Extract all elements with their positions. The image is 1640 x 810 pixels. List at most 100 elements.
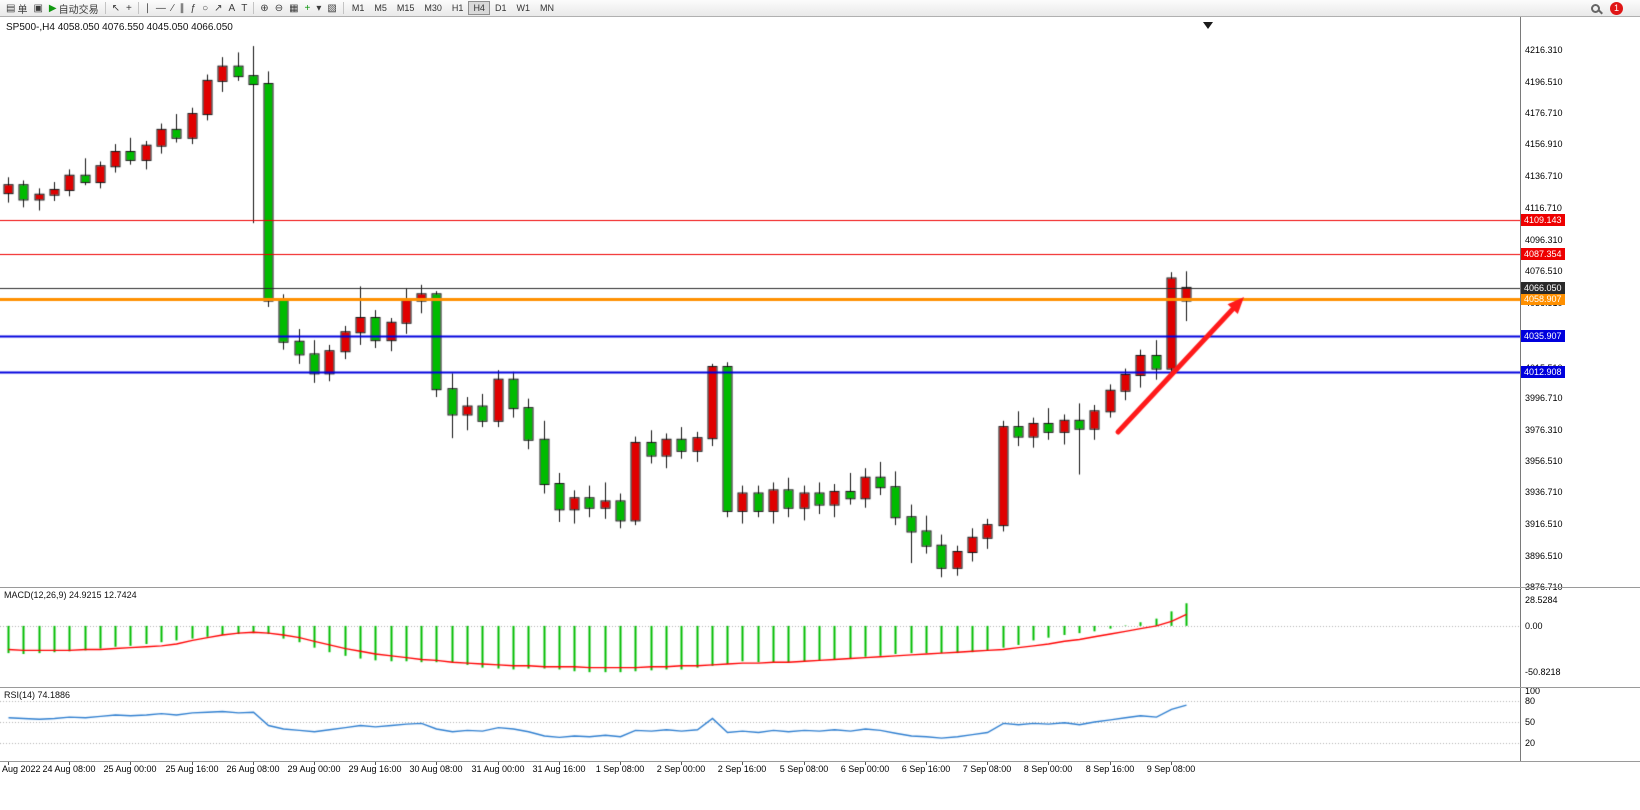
price-axis-border — [1520, 17, 1521, 762]
time-tick — [1110, 762, 1111, 765]
price-tick: 4156.910 — [1525, 139, 1563, 150]
fibonacci-icon[interactable]: ƒ — [188, 1, 200, 16]
time-label: 25 Aug 00:00 — [103, 764, 157, 774]
text-label-icon-glyph: T — [241, 2, 248, 14]
timeframe-m1[interactable]: M1 — [351, 3, 365, 13]
rsi-window-separator[interactable] — [0, 687, 1640, 688]
text-icon[interactable]: A — [226, 1, 239, 16]
horizontal-line-icon[interactable]: — — [153, 1, 169, 16]
candlestick-chart-canvas[interactable] — [0, 17, 1520, 587]
price-tick: 4136.710 — [1525, 171, 1563, 182]
price-line-label: 4058.907 — [1521, 293, 1565, 306]
price-line-label: 4012.908 — [1521, 365, 1565, 378]
rsi-axis-tick: 100 — [1525, 686, 1541, 696]
time-tick — [865, 762, 866, 765]
templates-button-glyph: ▧ — [327, 2, 337, 14]
time-label: 31 Aug 16:00 — [532, 764, 586, 774]
zoom-out-button-glyph: ⊖ — [274, 2, 284, 14]
price-tick: 3976.310 — [1525, 424, 1563, 435]
shapes-icon[interactable]: ○ — [199, 1, 211, 16]
toolbar-separator — [137, 2, 139, 14]
time-tick — [69, 762, 70, 765]
macd-axis-tick: 28.5284 — [1525, 595, 1558, 605]
autotrading-button-label: 自动交易 — [58, 4, 99, 16]
channel-icon[interactable]: ∥ — [177, 1, 188, 16]
price-line-label: 4035.907 — [1521, 329, 1565, 342]
zoom-in-button-glyph: ⊕ — [260, 2, 269, 14]
time-tick — [314, 762, 315, 765]
arrow-tool-icon[interactable]: ↗ — [211, 1, 225, 16]
time-tick — [375, 762, 376, 765]
time-label: 7 Sep 08:00 — [962, 764, 1012, 774]
time-label: 1 Sep 08:00 — [595, 764, 645, 774]
time-tick — [192, 762, 193, 765]
price-tick: 3936.710 — [1525, 487, 1563, 498]
zoom-in-button[interactable]: ⊕ — [257, 1, 271, 16]
new-order-button[interactable]: ▤ 单 — [3, 1, 30, 16]
trendline-icon[interactable]: ∕ — [169, 1, 177, 16]
price-tick: 4216.310 — [1525, 45, 1563, 56]
tile-windows-button[interactable]: ▦ — [286, 1, 301, 16]
time-tick — [8, 762, 9, 765]
vertical-line-icon[interactable]: ∣ — [142, 1, 153, 16]
toolbar-separator — [104, 2, 106, 14]
notification-badge[interactable]: 1 — [1610, 1, 1623, 15]
autotrading-button[interactable]: ▶ 自动交易 — [46, 1, 102, 16]
time-tick — [436, 762, 437, 765]
search-icon[interactable] — [1591, 3, 1600, 13]
toolbar-separator — [253, 2, 255, 14]
time-label: 24 Aug 08:00 — [42, 764, 96, 774]
timeframe-w1[interactable]: W1 — [516, 3, 530, 13]
time-axis-separator — [0, 761, 1640, 762]
price-tick: 4076.510 — [1525, 266, 1563, 277]
timeframe-m15[interactable]: M15 — [396, 3, 415, 13]
price-tick: 3996.710 — [1525, 392, 1563, 403]
toolbar-right: 1 — [1591, 1, 1637, 15]
time-label: 31 Aug 00:00 — [471, 764, 525, 774]
text-label-icon[interactable]: T — [238, 1, 250, 16]
timeframe-m5[interactable]: M5 — [374, 3, 387, 13]
time-label: 2 Sep 00:00 — [656, 764, 706, 774]
time-tick — [130, 762, 131, 765]
shapes-icon-glyph: ○ — [202, 2, 209, 14]
macd-window-separator[interactable] — [0, 587, 1640, 588]
text-icon-glyph: A — [228, 2, 236, 14]
time-label: 30 Aug 08:00 — [409, 764, 463, 774]
rsi-axis-tick: 50 — [1525, 717, 1536, 727]
time-tick — [804, 762, 805, 765]
time-tick — [253, 762, 254, 765]
macd-axis-tick: -50.8218 — [1525, 667, 1561, 677]
crosshair-icon[interactable]: + — [123, 1, 135, 16]
time-tick — [681, 762, 682, 765]
templates-button[interactable]: ▧ — [324, 1, 339, 16]
time-label: Aug 2022 — [2, 764, 41, 774]
time-tick — [620, 762, 621, 765]
rsi-label: RSI(14) 74.1886 — [4, 690, 71, 700]
new-order-button-glyph: ▤ — [6, 2, 16, 14]
timeframe-h4[interactable]: H4 — [468, 1, 490, 15]
rsi-indicator-canvas[interactable] — [0, 688, 1520, 761]
time-tick — [559, 762, 560, 765]
timeframe-d1[interactable]: D1 — [494, 3, 507, 13]
periods-dropdown[interactable]: ▾ — [313, 1, 324, 16]
time-tick — [742, 762, 743, 765]
time-tick — [1048, 762, 1049, 765]
price-tick: 4096.310 — [1525, 235, 1563, 246]
charts-list-button-glyph: ▣ — [33, 2, 43, 14]
charts-list-button[interactable]: ▣ — [30, 1, 45, 16]
zoom-out-button[interactable]: ⊖ — [272, 1, 286, 16]
indicators-button[interactable]: + — [302, 1, 314, 16]
cursor-icon[interactable]: ↖ — [109, 1, 123, 16]
autotrading-button-glyph: ▶ — [48, 2, 57, 14]
timeframe-m30[interactable]: M30 — [424, 3, 442, 13]
chart-shift-marker — [1203, 22, 1213, 29]
timeframe-h1[interactable]: H1 — [451, 3, 464, 13]
time-label: 29 Aug 16:00 — [348, 764, 402, 774]
channel-icon-glyph: ∥ — [179, 2, 185, 14]
timeframe-mn[interactable]: MN — [539, 3, 554, 13]
macd-indicator-canvas[interactable] — [0, 588, 1520, 687]
price-tick: 4116.710 — [1525, 202, 1562, 213]
time-label: 6 Sep 00:00 — [840, 764, 890, 774]
time-label: 29 Aug 00:00 — [287, 764, 341, 774]
